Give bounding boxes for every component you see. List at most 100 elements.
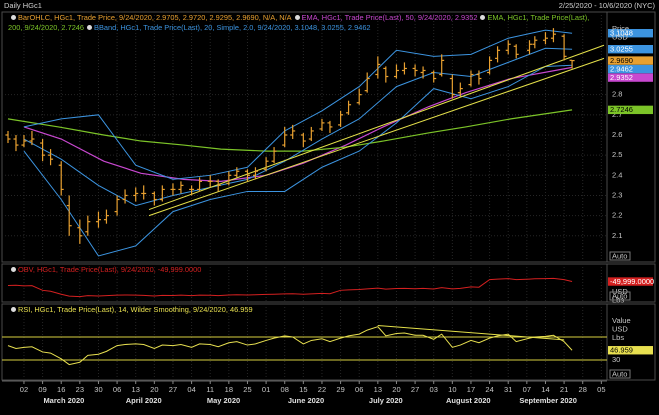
- x-tick-label: 08: [281, 385, 289, 394]
- chart-title: Daily HGc1: [4, 1, 42, 10]
- value-badge-label: 46.959: [610, 346, 633, 355]
- x-tick-label: 27: [169, 385, 177, 394]
- y-tick-label: 2.1: [612, 231, 622, 240]
- x-tick-label: 10: [448, 385, 456, 394]
- axis-label: USD: [612, 32, 628, 41]
- x-tick-label: 16: [57, 385, 65, 394]
- auto-label: Auto: [612, 369, 627, 378]
- x-tick-label: 06: [113, 385, 121, 394]
- legend-text: OBV, HGc1, Trade Price(Last), 9/24/2020,…: [18, 265, 202, 274]
- x-tick-label: 15: [299, 385, 307, 394]
- value-badge-label: 2.9690: [610, 56, 633, 65]
- x-tick-label: 09: [38, 385, 46, 394]
- value-badge: [608, 44, 653, 54]
- axis-label: Lbs: [612, 333, 624, 342]
- x-tick-label: 03: [430, 385, 438, 394]
- axis-label: USD: [612, 287, 628, 296]
- axis-label: Price: [612, 24, 629, 33]
- value-badge: [608, 277, 653, 286]
- x-tick-label: 18: [225, 385, 233, 394]
- x-tick-label: 14: [541, 385, 549, 394]
- legend-icon: [87, 25, 93, 30]
- x-tick-label: 28: [579, 385, 587, 394]
- legend-text: RSI, HGc1, Trade Price(Last), 14, Wilder…: [18, 305, 253, 314]
- value-badge-label: 2.7246: [610, 105, 633, 114]
- trend-line: [148, 44, 605, 211]
- x-tick-label: 29: [336, 385, 344, 394]
- value-badge-label: 2.9462: [610, 64, 633, 73]
- month-label: April 2020: [126, 396, 162, 405]
- legend: OBV, HGc1, Trade Price(Last), 9/24/2020,…: [8, 265, 600, 275]
- x-tick-label: 17: [467, 385, 475, 394]
- y-tick-label: 30: [612, 355, 620, 364]
- x-tick-label: 20: [392, 385, 400, 394]
- x-tick-label: 01: [262, 385, 270, 394]
- month-label: July 2020: [369, 396, 403, 405]
- x-tick-label: 13: [374, 385, 382, 394]
- legend-icon: [294, 15, 300, 20]
- auto-box: [609, 251, 631, 261]
- axis-label: USD: [612, 324, 628, 333]
- x-tick-label: 27: [411, 385, 419, 394]
- x-tick-label: 05: [597, 385, 605, 394]
- x-tick-label: 31: [504, 385, 512, 394]
- axis-frame: [606, 11, 656, 263]
- value-badge-label: -49,999.0000: [610, 277, 654, 286]
- auto-box: [609, 291, 631, 301]
- month-label: August 2020: [446, 396, 491, 405]
- legend-text: BarOHLC, HGc1, Trade Price, 9/24/2020, 2…: [18, 13, 292, 22]
- y-tick-label: 2.2: [612, 211, 622, 220]
- legend-icon: [11, 15, 16, 20]
- x-tick-label: 04: [187, 385, 195, 394]
- axis-label: Value: [612, 316, 631, 325]
- y-tick-label: 2.6: [612, 130, 622, 139]
- value-badge-label: 2.9352: [610, 73, 633, 82]
- x-tick-label: 20: [150, 385, 158, 394]
- legend-text: EMA, HGc1, Trade Price(Last), 50, 9/24/2…: [301, 13, 478, 22]
- legend-icon: [480, 15, 486, 20]
- auto-label: Auto: [612, 291, 627, 300]
- legend: RSI, HGc1, Trade Price(Last), 14, Wilder…: [8, 305, 600, 315]
- legend: BarOHLC, HGc1, Trade Price, 9/24/2020, 2…: [8, 13, 600, 33]
- series-line: [7, 277, 573, 298]
- month-label: May 2020: [207, 396, 240, 405]
- value-badge-label: 3.0255: [610, 44, 633, 53]
- x-tick-label: 06: [355, 385, 363, 394]
- plot-area: [7, 277, 573, 298]
- y-tick-label: 2.5: [612, 150, 622, 159]
- value-badge: [608, 64, 653, 74]
- x-tick-label: 02: [20, 385, 28, 394]
- x-tick-label: 30: [94, 385, 102, 394]
- x-tick-label: 25: [243, 385, 251, 394]
- month-label: September 2020: [519, 396, 577, 405]
- x-tick-label: 07: [523, 385, 531, 394]
- indicator-line: [23, 66, 573, 182]
- legend-text: EMA, HGc1, Trade Price(Last), 200, 9/24/…: [8, 13, 590, 32]
- x-tick-label: 11: [206, 385, 214, 394]
- axis-frame: [606, 303, 656, 381]
- plot-area: [2, 28, 607, 257]
- plot-area: [2, 325, 607, 366]
- value-badge: [608, 73, 653, 82]
- value-badge-label: 3.1048: [610, 28, 633, 37]
- value-badge: [608, 56, 653, 65]
- x-tick-label: 24: [485, 385, 493, 394]
- month-label: March 2020: [43, 396, 84, 405]
- y-tick-label: 2.4: [612, 170, 622, 179]
- value-badge: [608, 29, 653, 38]
- legend-text: BBand, HGc1, Trade Price(Last), 20, Simp…: [94, 23, 371, 32]
- legend-icon: [11, 307, 16, 312]
- x-tick-label: 21: [560, 385, 568, 394]
- value-badge: [608, 346, 653, 355]
- x-tick-label: 23: [76, 385, 84, 394]
- y-tick-label: 2.7: [612, 110, 622, 119]
- y-tick-label: 2.3: [612, 190, 622, 199]
- band-line: [23, 64, 573, 257]
- date-range: 2/25/2020 - 10/6/2020 (NYC): [559, 1, 656, 10]
- band-line: [23, 29, 573, 180]
- indicator-line: [7, 109, 573, 152]
- trend-line: [148, 57, 605, 217]
- month-label: June 2020: [288, 396, 324, 405]
